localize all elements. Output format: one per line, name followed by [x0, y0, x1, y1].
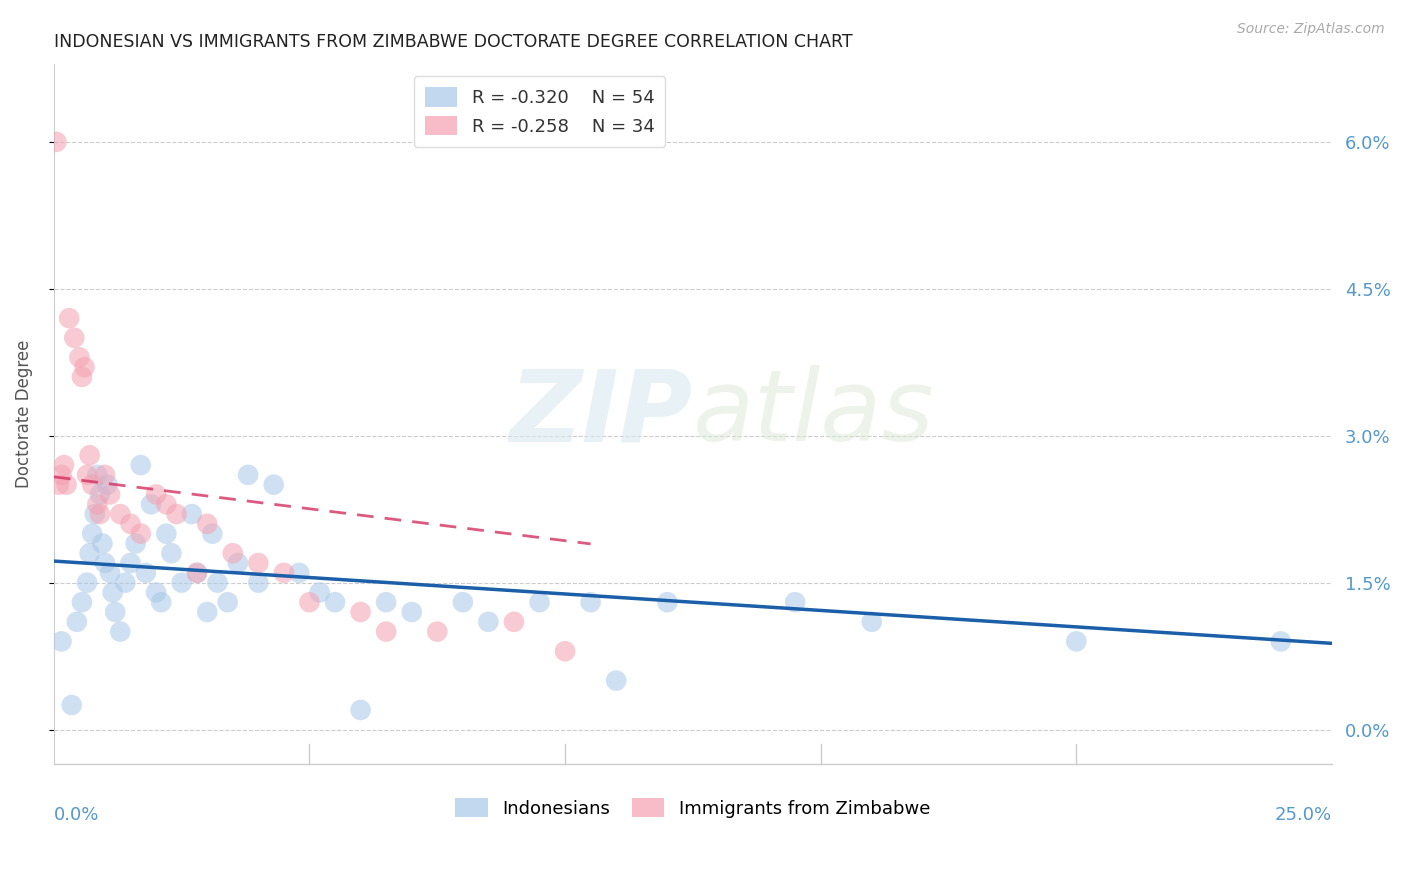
- Point: [145, 487, 167, 501]
- Point: [66, 615, 89, 629]
- Point: [605, 673, 627, 688]
- Point: [98, 566, 121, 580]
- Text: 25.0%: 25.0%: [1275, 805, 1331, 824]
- Point: [76, 467, 98, 482]
- Point: [110, 507, 132, 521]
- Point: [94, 556, 117, 570]
- Point: [349, 703, 371, 717]
- Point: [96, 477, 118, 491]
- Point: [860, 615, 883, 629]
- Point: [91, 536, 114, 550]
- Point: [201, 526, 224, 541]
- Point: [48, 477, 70, 491]
- Point: [186, 566, 208, 580]
- Point: [55, 477, 77, 491]
- Point: [58, 311, 80, 326]
- Point: [180, 507, 202, 521]
- Point: [129, 458, 152, 472]
- Point: [150, 595, 173, 609]
- Point: [1270, 634, 1292, 648]
- Point: [135, 566, 157, 580]
- Point: [67, 351, 90, 365]
- Point: [247, 556, 270, 570]
- Point: [155, 497, 177, 511]
- Point: [51, 467, 73, 482]
- Point: [170, 575, 193, 590]
- Point: [207, 575, 229, 590]
- Point: [247, 575, 270, 590]
- Text: Source: ZipAtlas.com: Source: ZipAtlas.com: [1237, 22, 1385, 37]
- Point: [104, 605, 127, 619]
- Point: [139, 497, 162, 511]
- Point: [110, 624, 132, 639]
- Point: [503, 615, 526, 629]
- Legend: Indonesians, Immigrants from Zimbabwe: Indonesians, Immigrants from Zimbabwe: [449, 790, 938, 825]
- Point: [89, 507, 111, 521]
- Point: [263, 477, 285, 491]
- Point: [579, 595, 602, 609]
- Point: [226, 556, 249, 570]
- Point: [785, 595, 807, 609]
- Point: [124, 536, 146, 550]
- Point: [1066, 634, 1088, 648]
- Point: [349, 605, 371, 619]
- Point: [129, 526, 152, 541]
- Point: [86, 467, 108, 482]
- Point: [79, 546, 101, 560]
- Point: [401, 605, 423, 619]
- Text: atlas: atlas: [693, 365, 935, 462]
- Point: [288, 566, 311, 580]
- Point: [101, 585, 124, 599]
- Point: [308, 585, 330, 599]
- Point: [60, 698, 83, 712]
- Point: [273, 566, 295, 580]
- Point: [160, 546, 183, 560]
- Point: [657, 595, 679, 609]
- Point: [529, 595, 551, 609]
- Point: [114, 575, 136, 590]
- Point: [155, 526, 177, 541]
- Text: ZIP: ZIP: [510, 365, 693, 462]
- Point: [73, 360, 96, 375]
- Point: [195, 605, 218, 619]
- Point: [554, 644, 576, 658]
- Point: [217, 595, 239, 609]
- Text: 0.0%: 0.0%: [53, 805, 100, 824]
- Point: [298, 595, 321, 609]
- Point: [451, 595, 474, 609]
- Point: [45, 135, 67, 149]
- Point: [222, 546, 245, 560]
- Point: [76, 575, 98, 590]
- Point: [98, 487, 121, 501]
- Point: [375, 624, 398, 639]
- Point: [51, 634, 73, 648]
- Y-axis label: Doctorate Degree: Doctorate Degree: [15, 340, 32, 488]
- Point: [83, 507, 105, 521]
- Point: [70, 595, 93, 609]
- Text: INDONESIAN VS IMMIGRANTS FROM ZIMBABWE DOCTORATE DEGREE CORRELATION CHART: INDONESIAN VS IMMIGRANTS FROM ZIMBABWE D…: [53, 33, 852, 51]
- Point: [236, 467, 259, 482]
- Point: [70, 370, 93, 384]
- Point: [323, 595, 346, 609]
- Point: [89, 487, 111, 501]
- Point: [166, 507, 188, 521]
- Point: [145, 585, 167, 599]
- Point: [79, 448, 101, 462]
- Point: [120, 556, 142, 570]
- Point: [186, 566, 208, 580]
- Point: [477, 615, 499, 629]
- Point: [375, 595, 398, 609]
- Point: [120, 516, 142, 531]
- Point: [82, 477, 104, 491]
- Point: [86, 497, 108, 511]
- Point: [195, 516, 218, 531]
- Point: [94, 467, 117, 482]
- Point: [53, 458, 76, 472]
- Point: [63, 331, 86, 345]
- Point: [426, 624, 449, 639]
- Point: [82, 526, 104, 541]
